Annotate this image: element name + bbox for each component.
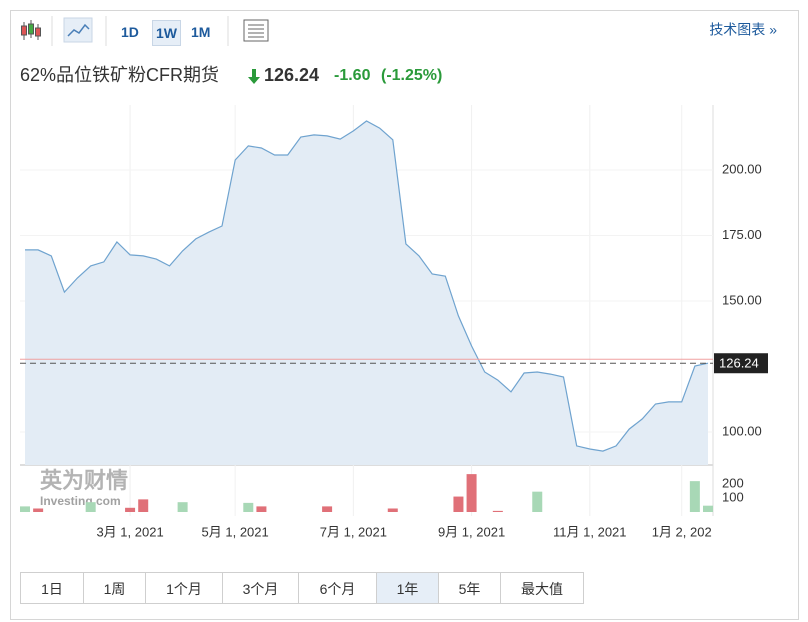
- volume-bar: [387, 508, 398, 512]
- period-button[interactable]: 1M: [191, 24, 211, 40]
- volume-bar: [703, 505, 713, 512]
- volume-bar: [33, 508, 44, 512]
- x-tick-label: 11月 1, 2021: [553, 524, 626, 539]
- x-tick-label: 5月 1, 2021: [202, 524, 269, 539]
- last-price-label: 126.24: [719, 356, 759, 371]
- last-price: 126.24: [264, 65, 319, 85]
- line-icon[interactable]: [63, 17, 93, 43]
- table-icon[interactable]: [243, 19, 269, 42]
- volume-bar: [453, 496, 464, 512]
- price-line: [25, 120, 709, 452]
- period-button[interactable]: 1D: [121, 24, 139, 40]
- price-change: -1.60: [334, 67, 371, 84]
- watermark-site: Investing.com: [40, 494, 121, 508]
- price-area: [25, 121, 708, 465]
- volume-bar: [177, 502, 188, 512]
- widget-frame: [10, 10, 799, 620]
- volume-bar: [125, 507, 136, 512]
- range-button[interactable]: 最大值: [500, 572, 584, 604]
- volume-bar: [85, 502, 96, 512]
- y-tick-label: 100.00: [722, 423, 762, 438]
- y-tick-label: 200.00: [722, 161, 762, 176]
- range-button[interactable]: 1个月: [145, 572, 223, 604]
- volume-bar: [20, 506, 30, 512]
- range-button[interactable]: 1年: [376, 572, 439, 604]
- range-button[interactable]: 6个月: [298, 572, 377, 604]
- range-button[interactable]: 5年: [438, 572, 501, 604]
- watermark-brand: 英为财情: [40, 468, 128, 493]
- x-tick-label: 1月 2, 202: [652, 524, 712, 539]
- volume-bar: [466, 474, 477, 512]
- down-arrow: [248, 69, 260, 84]
- last-price-box: [714, 353, 768, 374]
- volume-bar: [689, 481, 700, 512]
- y-tick-label: 175.00: [722, 227, 762, 242]
- y-tick-label: 150.00: [722, 292, 762, 307]
- volume-bar: [256, 506, 267, 512]
- price-change-pct: (-1.25%): [381, 67, 442, 84]
- x-tick-label: 9月 1, 2021: [438, 524, 505, 539]
- volume-tick-label: 200: [722, 475, 744, 490]
- range-button[interactable]: 1日: [20, 572, 84, 604]
- instrument-name: 62%品位铁矿粉CFR期货: [20, 65, 219, 85]
- range-button[interactable]: 1周: [83, 572, 146, 604]
- period-button[interactable]: 1W: [152, 20, 181, 46]
- volume-bar: [243, 502, 254, 512]
- volume-bar: [322, 506, 333, 512]
- volume-tick-label: 100: [722, 489, 744, 504]
- range-button[interactable]: 3个月: [222, 572, 299, 604]
- volume-bar: [492, 510, 503, 512]
- x-tick-label: 3月 1, 2021: [96, 524, 163, 539]
- volume-bar: [532, 491, 543, 512]
- tech-chart-link[interactable]: 技术图表 »: [709, 22, 777, 38]
- candle-icon[interactable]: [21, 20, 41, 40]
- volume-bar: [138, 499, 149, 512]
- x-tick-label: 7月 1, 2021: [320, 524, 387, 539]
